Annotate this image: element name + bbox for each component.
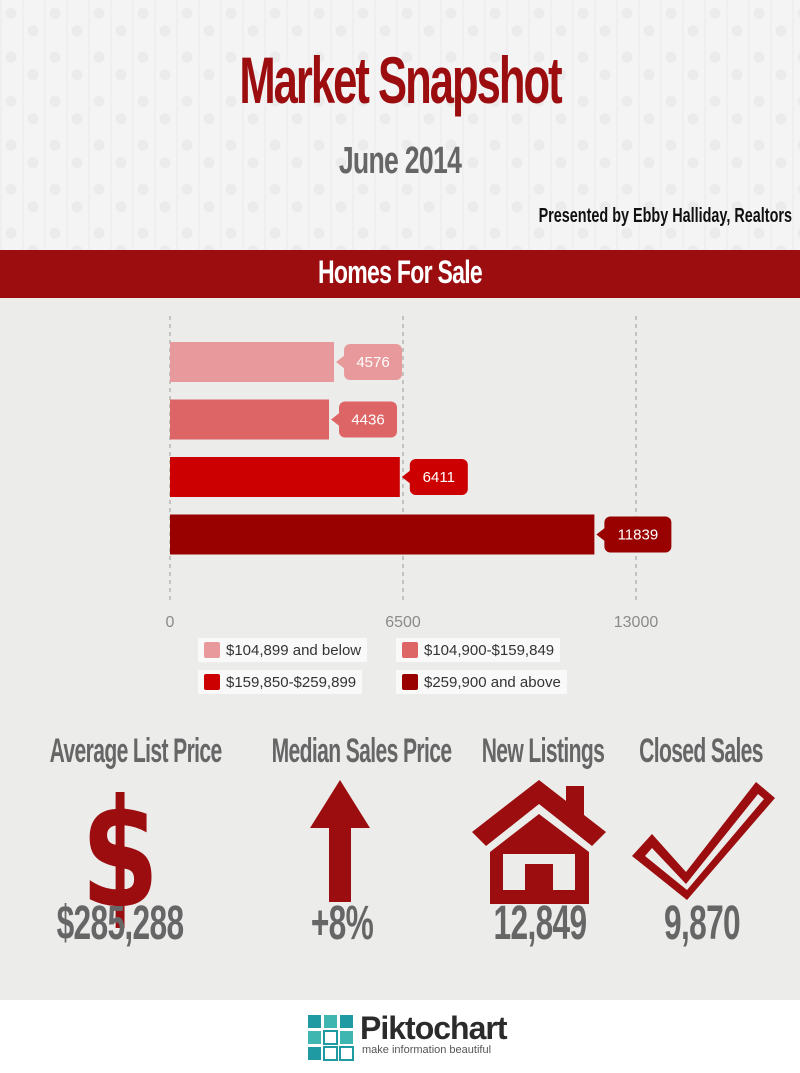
data-label-pointer <box>331 412 341 427</box>
arrow-up-icon <box>310 780 370 902</box>
bar <box>170 457 400 497</box>
legend-label: $159,850-$259,899 <box>226 673 357 691</box>
data-label-box <box>604 516 672 553</box>
legend-swatch <box>204 674 220 690</box>
data-label-pointer <box>401 470 411 484</box>
checkmark-icon <box>632 782 775 900</box>
legend-swatch <box>402 642 418 658</box>
section-title: Homes For Sale <box>317 254 483 290</box>
bar <box>170 342 335 382</box>
legend-item: $159,850-$259,899 <box>198 670 363 694</box>
stat-title-average-list-price: Average List Price <box>49 732 223 770</box>
legend-label: $104,900-$159,849 <box>424 641 555 659</box>
legend-label: $104,899 and below <box>226 641 362 659</box>
stat-value-new-listings: 12,849 <box>493 897 588 950</box>
brand-tagline: make information beautiful <box>362 1044 492 1056</box>
x-tick-label: 6500 <box>385 614 421 631</box>
data-label: 11839 <box>618 527 659 544</box>
footer: Piktochart make information beautiful <box>0 1000 800 1073</box>
bar <box>170 514 595 555</box>
section-band: Homes For Sale <box>0 250 800 298</box>
page-title: Market Snapshot <box>239 43 562 117</box>
stat-title-new-listings: New Listings <box>481 732 605 770</box>
data-label: 6411 <box>423 469 455 486</box>
legend-swatch <box>204 642 220 658</box>
dollar-glyph: $ <box>80 768 160 942</box>
data-label-pointer <box>336 355 346 369</box>
x-tick-label: 0 <box>166 614 175 631</box>
stat-title-median-sales-price: Median Sales Price <box>271 732 452 770</box>
data-label-pointer <box>596 527 606 542</box>
house-icon <box>472 780 606 904</box>
header: Market Snapshot June 2014 Presented by E… <box>0 0 800 250</box>
x-tick-label: 13000 <box>614 614 659 631</box>
legend-label: $259,900 and above <box>424 673 561 691</box>
data-label: 4436 <box>351 412 384 429</box>
data-label-box <box>344 344 403 380</box>
legend-item: $259,900 and above <box>396 670 567 694</box>
presenter-credit: Presented by Ebby Halliday, Realtors <box>538 205 792 227</box>
legend-item: $104,900-$159,849 <box>396 638 561 662</box>
legend-item: $104,899 and below <box>198 638 368 662</box>
page-subtitle: June 2014 <box>338 140 462 182</box>
piktochart-logo-icon <box>308 1015 354 1061</box>
bar <box>170 399 330 440</box>
brand-name: Piktochart <box>360 1010 507 1046</box>
stat-value-median-sales-price: +8% <box>310 897 374 950</box>
homes-for-sale-chart: 0 6500 13000 4576 4436 6411 11839 <box>166 316 672 631</box>
stat-title-closed-sales: Closed Sales <box>639 732 763 770</box>
data-label-box <box>339 401 398 438</box>
data-label-box <box>409 459 468 495</box>
legend-swatch <box>402 674 418 690</box>
chart-legend: $104,899 and below $104,900-$159,849 $15… <box>198 638 598 698</box>
dollar-icon: $ <box>60 780 180 930</box>
data-label: 4576 <box>356 354 389 371</box>
stat-value-closed-sales: 9,870 <box>664 897 741 950</box>
stat-value-average-list-price: $285,288 <box>56 897 185 950</box>
